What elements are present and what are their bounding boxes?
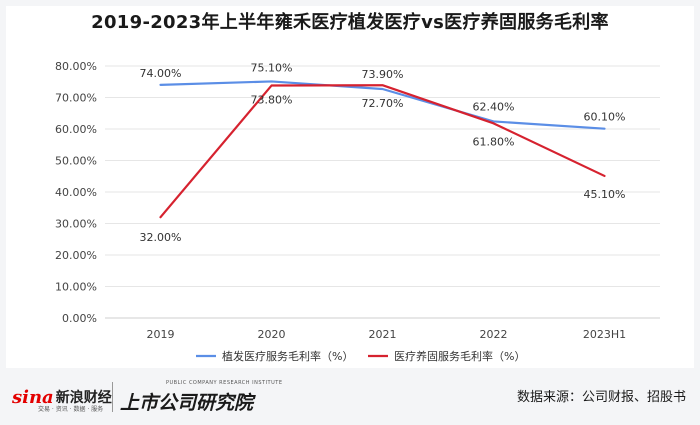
data-label: 62.40% — [473, 100, 515, 113]
data-label: 74.00% — [140, 67, 182, 80]
chart-title: 2019-2023年上半年雍禾医疗植发医疗vs医疗养固服务毛利率 — [91, 12, 609, 33]
x-tick-label: 2023H1 — [583, 328, 626, 341]
research-logo-name: 上市公司研究院 — [120, 392, 254, 414]
line-chart: 80.00% 70.00% 60.00% 50.00% 40.00% 30.00% 20.0… — [55, 60, 660, 363]
y-tick-label: 20.00% — [55, 249, 97, 262]
data-label: 32.00% — [140, 231, 182, 244]
x-tick-label: 2021 — [369, 328, 397, 341]
y-tick-label: 60.00% — [55, 123, 97, 136]
data-label: 73.90% — [362, 68, 404, 81]
series-line-1 — [159, 84, 606, 219]
series-line-0 — [159, 80, 606, 130]
y-tick-label: 40.00% — [55, 186, 97, 199]
data-label: 75.10% — [251, 61, 293, 74]
x-tick-label: 2022 — [480, 328, 508, 341]
data-source: 数据来源：公司财报、招股书 — [516, 390, 686, 405]
data-label: 72.70% — [362, 97, 404, 110]
x-tick-label: 2020 — [258, 328, 286, 341]
sina-logo-mark: sina — [12, 386, 54, 408]
data-label: 61.80% — [473, 135, 515, 148]
data-label: 60.10% — [584, 111, 626, 124]
y-tick-label: 70.00% — [55, 92, 97, 105]
legend-label: 植发医疗服务毛利率（%） — [222, 349, 353, 363]
grid-lines — [105, 65, 660, 319]
y-tick-label: 0.00% — [62, 312, 97, 325]
y-tick-label: 50.00% — [55, 155, 97, 168]
logo-divider — [112, 382, 113, 412]
sina-logo-tagline: 交易 · 资讯 · 数据 · 服务 — [38, 406, 104, 413]
y-tick-label: 30.00% — [55, 218, 97, 231]
y-tick-label: 10.00% — [55, 281, 97, 294]
footer: sina 新浪财经 交易 · 资讯 · 数据 · 服务 PUBLIC COMPA… — [0, 370, 700, 425]
legend: 植发医疗服务毛利率（%） 医疗养固服务毛利率（%） — [196, 349, 525, 363]
data-label: 45.10% — [584, 188, 626, 201]
legend-label: 医疗养固服务毛利率（%） — [394, 349, 525, 363]
y-axis-ticks: 80.00% 70.00% 60.00% 50.00% 40.00% 30.00% 20.0… — [55, 60, 97, 325]
y-tick-label: 80.00% — [55, 60, 97, 73]
data-labels: 74.00% 75.10% 72.70% 62.40% 60.10% 32.00% 73.8… — [140, 61, 626, 244]
x-tick-label: 2019 — [147, 328, 175, 341]
research-logo-english: PUBLIC COMPANY RESEARCH INSTITUTE — [166, 380, 283, 386]
data-label: 73.80% — [251, 94, 293, 107]
x-axis-ticks: 2019 2020 2021 2022 2023H1 — [147, 328, 627, 341]
series-lines — [159, 80, 606, 219]
sina-logo-name: 新浪财经 — [55, 390, 112, 406]
sina-finance-logo: sina 新浪财经 交易 · 资讯 · 数据 · 服务 — [12, 380, 112, 414]
